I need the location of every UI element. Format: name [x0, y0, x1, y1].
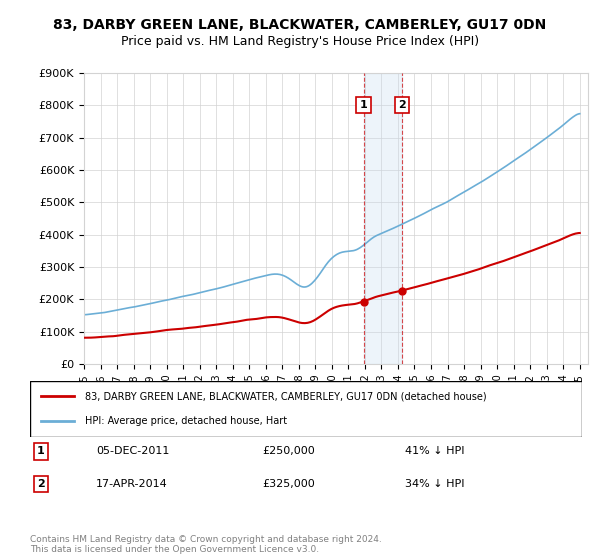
Text: 83, DARBY GREEN LANE, BLACKWATER, CAMBERLEY, GU17 0DN: 83, DARBY GREEN LANE, BLACKWATER, CAMBER…: [53, 18, 547, 32]
Text: £325,000: £325,000: [262, 479, 314, 489]
Text: 05-DEC-2011: 05-DEC-2011: [96, 446, 170, 456]
Bar: [364, 73, 402, 364]
Text: 2: 2: [398, 100, 406, 110]
Text: 34% ↓ HPI: 34% ↓ HPI: [406, 479, 465, 489]
Text: 2: 2: [37, 479, 45, 489]
Text: 1: 1: [37, 446, 45, 456]
FancyBboxPatch shape: [30, 381, 582, 437]
Text: Price paid vs. HM Land Registry's House Price Index (HPI): Price paid vs. HM Land Registry's House …: [121, 35, 479, 49]
Text: Contains HM Land Registry data © Crown copyright and database right 2024.
This d: Contains HM Land Registry data © Crown c…: [30, 535, 382, 554]
Text: 17-APR-2014: 17-APR-2014: [96, 479, 168, 489]
Text: 83, DARBY GREEN LANE, BLACKWATER, CAMBERLEY, GU17 0DN (detached house): 83, DARBY GREEN LANE, BLACKWATER, CAMBER…: [85, 391, 487, 402]
Text: 41% ↓ HPI: 41% ↓ HPI: [406, 446, 465, 456]
Text: 1: 1: [359, 100, 367, 110]
Text: £250,000: £250,000: [262, 446, 314, 456]
Text: HPI: Average price, detached house, Hart: HPI: Average price, detached house, Hart: [85, 416, 287, 426]
